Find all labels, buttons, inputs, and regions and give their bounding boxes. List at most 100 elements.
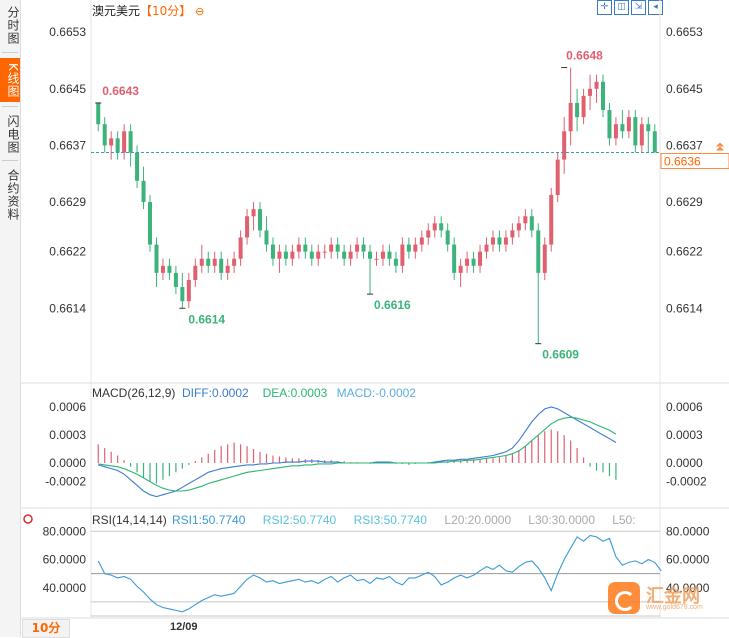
macd-y-tick-left: 0.0000 xyxy=(49,456,86,470)
candle-body xyxy=(160,265,165,273)
candle-body xyxy=(465,258,470,266)
y-tick-label-right: 0.6629 xyxy=(666,195,703,209)
tab-contract-info[interactable]: 合约资料 xyxy=(6,169,20,221)
rsi-legend-item: RSI1:50.7740 xyxy=(172,513,246,527)
x-axis-date-label: 12/09 xyxy=(170,621,198,633)
candle-body xyxy=(309,251,314,259)
symbol-name: 澳元美元 xyxy=(92,4,141,18)
candle-body xyxy=(575,102,580,118)
candle-body xyxy=(536,230,541,273)
rsi-legend-item: RSI2:50.7740 xyxy=(263,513,337,527)
candle-body xyxy=(206,258,211,266)
rsi-y-tick-right: 60.0000 xyxy=(666,553,710,567)
rsi-y-tick-left: 80.0000 xyxy=(43,524,87,538)
candle-body xyxy=(335,244,340,252)
rsi-legend-item: L50: xyxy=(612,513,635,527)
candle-body xyxy=(594,81,599,89)
tab-kline[interactable]: K线图 xyxy=(0,58,20,102)
rsi-y-tick-right: 40.0000 xyxy=(666,581,710,595)
candle-body xyxy=(516,223,521,231)
candle-body xyxy=(542,244,547,273)
candle-body xyxy=(219,258,224,273)
candle-body xyxy=(355,244,360,252)
candle-body xyxy=(296,244,301,252)
candle-body xyxy=(342,251,347,259)
candle-body xyxy=(400,244,405,266)
candle-body xyxy=(639,124,644,146)
macd-y-tick-left: 0.0003 xyxy=(49,428,86,442)
extreme-label: 0.6614 xyxy=(188,312,225,326)
candle-body xyxy=(186,279,191,302)
candle-body xyxy=(277,251,282,259)
candle-body xyxy=(290,251,295,259)
rsi-layer: RSI(14,14,14) RSI1:50.7740 RSI2:50.7740 RSI… xyxy=(23,513,662,617)
y-tick-label-right: 0.6637 xyxy=(666,138,703,152)
back-icon[interactable]: ◂ xyxy=(648,0,663,15)
y-tick-label-right: 0.6614 xyxy=(666,301,703,315)
candle-body xyxy=(497,237,502,245)
current-price-tag xyxy=(660,153,729,170)
tab-flash[interactable]: 闪电图 xyxy=(6,114,20,154)
candle-body xyxy=(348,251,353,259)
rsi-y-tick-left: 40.0000 xyxy=(43,581,87,595)
candle-body xyxy=(471,258,476,266)
candle-body xyxy=(432,223,437,231)
candle-body xyxy=(562,131,567,160)
candle-body xyxy=(581,95,586,118)
candle-body xyxy=(251,209,256,217)
chart-title: 澳元美元【10分】 ⊖ xyxy=(92,2,204,19)
macd-legend-item: MACD:-0.0002 xyxy=(337,386,417,400)
candle-body xyxy=(303,244,308,252)
candle-body xyxy=(141,180,146,203)
indicator-settings-icon xyxy=(23,514,33,524)
candle-body xyxy=(148,202,153,245)
candle-body xyxy=(316,251,321,259)
extreme-label: 0.6609 xyxy=(542,348,579,362)
interval-selector[interactable]: 10分 xyxy=(22,619,70,638)
y-tick-label-left: 0.6653 xyxy=(49,25,86,39)
candle-body xyxy=(115,138,120,153)
candle-body xyxy=(258,209,263,231)
y-tick-label-left: 0.6645 xyxy=(49,82,86,96)
candle-body xyxy=(128,131,133,153)
macd-y-tick-right: -0.0002 xyxy=(666,475,707,489)
candle-body xyxy=(620,124,625,132)
macd-y-tick-right: 0.0006 xyxy=(666,400,703,414)
candle-body xyxy=(109,138,114,146)
rsi-y-tick-right: 80.0000 xyxy=(666,524,710,538)
y-tick-label-right: 0.6653 xyxy=(666,25,703,39)
candle-body xyxy=(232,258,237,266)
collapse-circle-icon[interactable]: ⊖ xyxy=(195,5,205,18)
candle-body xyxy=(529,216,534,231)
tab-timeshare[interactable]: 分时图 xyxy=(6,5,20,45)
candle-body xyxy=(264,230,269,245)
candle-body xyxy=(549,195,554,245)
candle-body xyxy=(510,230,515,238)
candle-body xyxy=(426,230,431,238)
candle-body xyxy=(458,265,463,273)
candle-body xyxy=(374,258,379,260)
y-tick-label-right: 0.6622 xyxy=(666,245,703,259)
candle-body xyxy=(406,244,411,252)
candle-body xyxy=(646,124,651,132)
fit-icon[interactable]: ◫ xyxy=(614,0,629,15)
extreme-label: 0.6643 xyxy=(102,84,139,98)
watermark-url: www.gold678.com xyxy=(646,604,703,611)
candle-body xyxy=(199,258,204,266)
crosshair-icon[interactable]: ✛ xyxy=(597,0,612,15)
interval-label: 【10分】 xyxy=(140,4,192,18)
y-tick-label-right: 0.6645 xyxy=(666,82,703,96)
candle-body xyxy=(283,251,288,259)
candle-body xyxy=(652,131,657,153)
candle-body xyxy=(633,117,638,146)
current-price-label: 0.6636 xyxy=(664,155,701,169)
candle-body xyxy=(361,244,366,252)
shrink-icon[interactable]: ⇲ xyxy=(631,0,646,15)
candle-body xyxy=(568,102,573,132)
macd-legend-item: DIFF:0.0002 xyxy=(182,386,249,400)
logo-icon xyxy=(608,582,640,614)
macd-title: MACD(26,12,9) xyxy=(92,386,175,400)
candle-body xyxy=(413,244,418,252)
candle-body xyxy=(154,244,159,273)
